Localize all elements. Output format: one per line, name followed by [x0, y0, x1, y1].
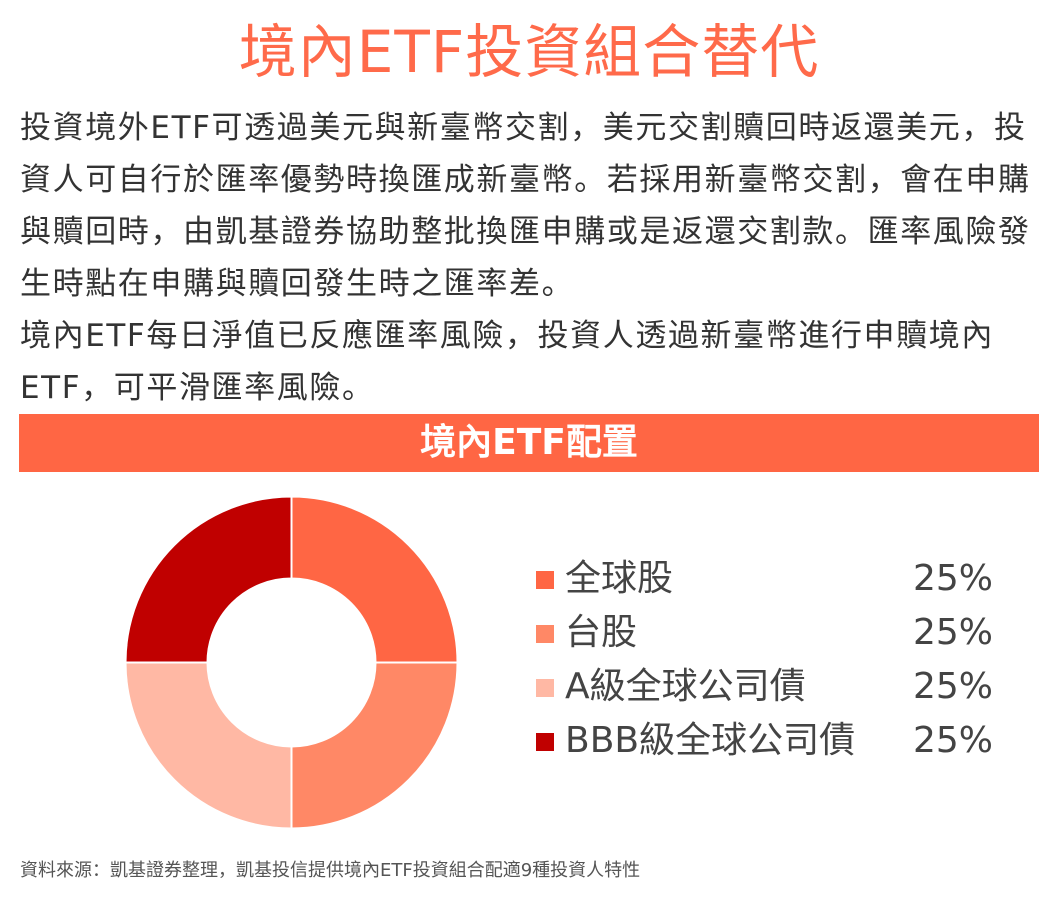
legend-label: A級全球公司債	[565, 666, 806, 707]
donut-slice-1	[290, 495, 459, 664]
chart-title-banner: 境內ETF配置	[19, 414, 1039, 472]
legend-item: BBB級全球公司債 25%	[533, 714, 1013, 768]
chart-title: 境內ETF配置	[420, 422, 638, 463]
legend-swatch	[536, 571, 554, 589]
legend-item: 台股 25%	[533, 606, 1013, 660]
source-note: 資料來源：凱基證券整理，凱基投信提供境內ETF投資組合配適9種投資人特性	[20, 860, 641, 881]
chart-legend: 全球股 25% 台股 25% A級全球公司債 25% BBB級全球公司債 25%	[533, 552, 1013, 768]
legend-swatch	[536, 679, 554, 697]
legend-label: BBB級全球公司債	[565, 720, 856, 761]
legend-value: 25%	[912, 666, 993, 707]
legend-item: A級全球公司債 25%	[533, 660, 1013, 714]
legend-item: 全球股 25%	[533, 552, 1013, 606]
intro-paragraph-1: 投資境外ETF可透過美元與新臺幣交割，美元交割贖回時返還美元，投資人可自行於匯率…	[20, 110, 1031, 302]
legend-label: 全球股	[565, 558, 674, 599]
donut-chart	[124, 495, 459, 830]
page-title: 境內ETF投資組合替代	[238, 18, 820, 86]
intro-text: 投資境外ETF可透過美元與新臺幣交割，美元交割贖回時返還美元，投資人可自行於匯率…	[20, 102, 1050, 414]
donut-slice-2	[290, 661, 459, 830]
legend-label: 台股	[565, 612, 638, 653]
intro-paragraph-2: 境內ETF每日淨值已反應匯率風險，投資人透過新臺幣進行申贖境內ETF，可平滑匯率…	[20, 318, 994, 406]
donut-slice-3	[124, 661, 293, 830]
legend-value: 25%	[912, 720, 993, 761]
legend-value: 25%	[912, 558, 993, 599]
donut-slice-4	[124, 495, 293, 664]
legend-swatch	[536, 733, 554, 751]
legend-swatch	[536, 625, 554, 643]
legend-value: 25%	[912, 612, 993, 653]
